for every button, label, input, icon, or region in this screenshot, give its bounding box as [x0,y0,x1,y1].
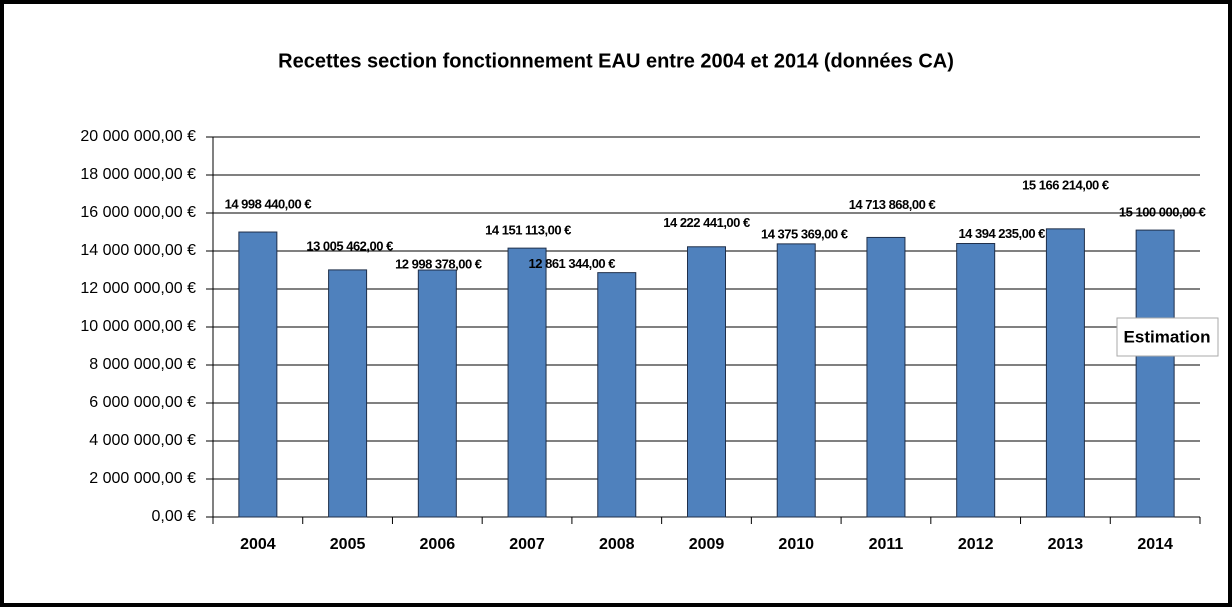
value-label: 14 222 441,00 € [663,215,750,230]
value-label: 14 998 440,00 € [225,196,312,211]
value-label: 14 375 369,00 € [761,226,848,241]
annotation-box [1116,317,1219,357]
value-label: 15 166 214,00 € [1022,177,1109,192]
bar [597,272,637,518]
bar [238,231,278,518]
y-tick-label: 6 000 000,00 € [89,394,196,411]
x-tick-label: 2010 [778,536,814,553]
bar [507,247,547,518]
value-label: 14 713 868,00 € [849,197,936,212]
y-tick-label: 12 000 000,00 € [80,280,196,297]
y-tick-label: 4 000 000,00 € [89,432,196,449]
value-label: 12 861 344,00 € [529,256,616,271]
value-label: 13 005 462,00 € [306,238,393,253]
bar [417,269,457,518]
y-tick-label: 10 000 000,00 € [80,318,196,335]
bar [687,246,726,518]
y-tick-label: 2 000 000,00 € [89,470,196,487]
annotation: Estimation [1124,327,1211,346]
x-tick-label: 2011 [869,536,904,553]
x-tick-label: 2013 [1048,536,1084,553]
x-tick-label: 2008 [599,536,635,553]
x-tick-label: 2006 [420,536,456,553]
y-tick-label: 0,00 € [152,508,197,525]
x-tick-label: 2004 [240,536,276,553]
x-tick-label: 2005 [330,536,366,553]
x-tick-label: 2014 [1137,536,1173,553]
y-tick-label: 20 000 000,00 € [80,128,196,145]
value-label: 14 394 235,00 € [958,226,1045,241]
bar [866,236,906,518]
x-tick-label: 2007 [509,536,545,553]
y-tick-label: 14 000 000,00 € [80,242,196,259]
y-tick-label: 16 000 000,00 € [80,204,196,221]
x-tick-label: 2009 [689,536,725,553]
value-label: 15 100 000,00 € [1119,205,1206,220]
value-label: 12 998 378,00 € [395,256,482,271]
value-label: 14 151 113,00 € [485,223,571,238]
bar [1135,229,1175,518]
bar [776,243,816,518]
bar [1045,228,1085,518]
bar [956,243,996,518]
y-tick-label: 8 000 000,00 € [89,356,196,373]
y-tick-label: 18 000 000,00 € [80,166,196,183]
bar [328,269,368,518]
x-tick-label: 2012 [958,536,994,553]
chart-title: Recettes section fonctionnement EAU entr… [278,50,954,72]
